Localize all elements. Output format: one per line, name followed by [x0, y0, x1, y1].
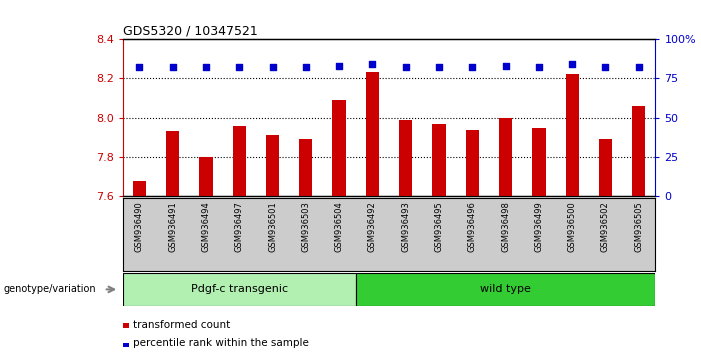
Bar [123, 343, 129, 347]
Bar [433, 124, 446, 196]
Text: GSM936493: GSM936493 [401, 201, 410, 252]
Text: percentile rank within the sample: percentile rank within the sample [133, 338, 309, 348]
Point [566, 61, 578, 67]
Bar [233, 126, 246, 196]
Text: GDS5320 / 10347521: GDS5320 / 10347521 [123, 25, 257, 38]
Point [167, 64, 178, 70]
Point [633, 64, 644, 70]
Text: Pdgf-c transgenic: Pdgf-c transgenic [191, 284, 288, 295]
Point [134, 64, 145, 70]
Bar [366, 73, 379, 196]
Bar [123, 273, 356, 306]
Point [433, 64, 444, 70]
Text: GSM936503: GSM936503 [301, 201, 311, 252]
Bar [356, 273, 655, 306]
Point [367, 61, 378, 67]
Point [500, 63, 511, 69]
Text: GSM936494: GSM936494 [201, 201, 210, 252]
Text: GSM936495: GSM936495 [435, 201, 444, 252]
Bar [399, 120, 412, 196]
Bar [632, 106, 646, 196]
Bar [199, 157, 212, 196]
Text: GSM936498: GSM936498 [501, 201, 510, 252]
Bar [166, 131, 179, 196]
Text: GSM936496: GSM936496 [468, 201, 477, 252]
Point [200, 64, 212, 70]
Point [233, 64, 245, 70]
Point [400, 64, 411, 70]
Bar [465, 130, 479, 196]
Text: GSM936501: GSM936501 [268, 201, 277, 252]
Point [300, 64, 311, 70]
Bar [499, 118, 512, 196]
Point [600, 64, 611, 70]
Text: GSM936490: GSM936490 [135, 201, 144, 252]
Text: GSM936505: GSM936505 [634, 201, 644, 252]
Text: GSM936500: GSM936500 [568, 201, 577, 252]
Text: transformed count: transformed count [133, 320, 231, 330]
Text: GSM936497: GSM936497 [235, 201, 244, 252]
Point [267, 64, 278, 70]
Bar [299, 139, 313, 196]
Text: genotype/variation: genotype/variation [4, 284, 96, 295]
Text: GSM936491: GSM936491 [168, 201, 177, 252]
Point [467, 64, 478, 70]
Text: GSM936504: GSM936504 [334, 201, 343, 252]
Bar [599, 139, 612, 196]
Text: GSM936502: GSM936502 [601, 201, 610, 252]
Bar [132, 181, 146, 196]
Bar [532, 127, 545, 196]
Text: GSM936499: GSM936499 [534, 201, 543, 252]
Point [533, 64, 545, 70]
Text: GSM936492: GSM936492 [368, 201, 377, 252]
Bar [266, 136, 279, 196]
Bar [566, 74, 579, 196]
Text: wild type: wild type [480, 284, 531, 295]
Bar [123, 323, 129, 328]
Point [334, 63, 345, 69]
Bar [332, 100, 346, 196]
